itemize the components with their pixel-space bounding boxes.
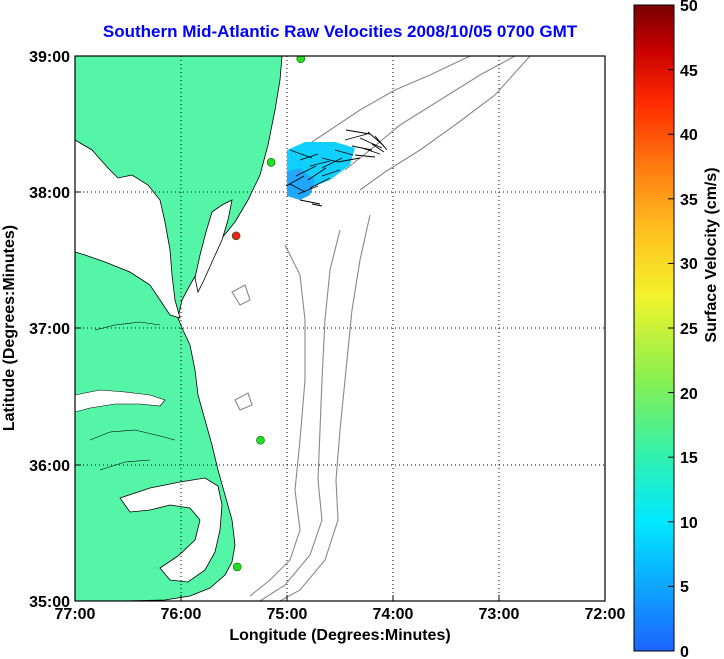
river-inlet xyxy=(75,389,166,413)
chesapeake-bay xyxy=(75,139,181,319)
colorbar-tick-label: 10 xyxy=(680,515,698,532)
lat-tick-label: 36:00 xyxy=(29,458,70,475)
velocity-field xyxy=(285,129,388,207)
station-marker xyxy=(256,435,265,445)
colorbar-label: Surface Velocity (cm/s) xyxy=(703,167,720,342)
station-marker xyxy=(231,231,241,241)
lon-tick-label: 74:00 xyxy=(373,606,414,623)
lat-tick-label: 39:00 xyxy=(29,49,70,66)
station-marker xyxy=(296,56,306,64)
colorbar-tick-label: 35 xyxy=(680,192,698,209)
colorbar-tick-label: 25 xyxy=(680,321,698,338)
lat-tick-labels: 39:00 38:00 37:00 36:00 35:00 xyxy=(29,49,70,611)
colorbar-tick-label: 0 xyxy=(680,644,689,659)
lon-tick-label: 73:00 xyxy=(479,606,520,623)
station-marker xyxy=(232,562,242,572)
colorbar-tick-label: 50 xyxy=(680,0,698,15)
station-markers xyxy=(231,56,306,572)
lon-tick-label: 72:00 xyxy=(585,606,626,623)
bathymetry-contours xyxy=(231,56,531,601)
colorbar-tick-label: 5 xyxy=(680,579,689,596)
lon-tick-label: 77:00 xyxy=(55,606,96,623)
lat-tick-label: 35:00 xyxy=(29,594,70,611)
colorbar-tick-label: 15 xyxy=(680,450,698,467)
velocity-fill-blue xyxy=(287,168,315,200)
lat-tick-label: 38:00 xyxy=(29,185,70,202)
axis-ticks xyxy=(74,55,606,602)
land-mass xyxy=(75,56,283,601)
lon-tick-label: 76:00 xyxy=(161,606,202,623)
lon-tick-labels: 77:00 76:00 75:00 74:00 73:00 72:00 xyxy=(55,606,626,623)
lat-tick-label: 37:00 xyxy=(29,321,70,338)
colorbar-tick-label: 45 xyxy=(680,63,698,80)
velocity-vectors xyxy=(285,129,388,207)
x-axis-label: Longitude (Degrees:Minutes) xyxy=(229,627,450,644)
albemarle-sound xyxy=(119,477,223,583)
coastal-creek xyxy=(89,321,176,471)
colorbar-tick-labels: 50 45 40 35 30 25 20 15 10 5 0 xyxy=(680,0,698,659)
map-grid xyxy=(75,56,605,601)
colorbar-tick-label: 20 xyxy=(680,386,698,403)
station-marker xyxy=(266,157,276,167)
colorbar-tick-label: 30 xyxy=(680,256,698,273)
y-axis-label: Latitude (Degrees:Minutes) xyxy=(1,225,18,431)
map-title: Southern Mid-Atlantic Raw Velocities 200… xyxy=(102,22,578,41)
delmarva-bay xyxy=(194,199,233,294)
colorbar xyxy=(633,4,675,652)
colorbar-tick-label: 40 xyxy=(680,127,698,144)
colorbar-ticks xyxy=(668,4,674,587)
lon-tick-label: 75:00 xyxy=(267,606,308,623)
